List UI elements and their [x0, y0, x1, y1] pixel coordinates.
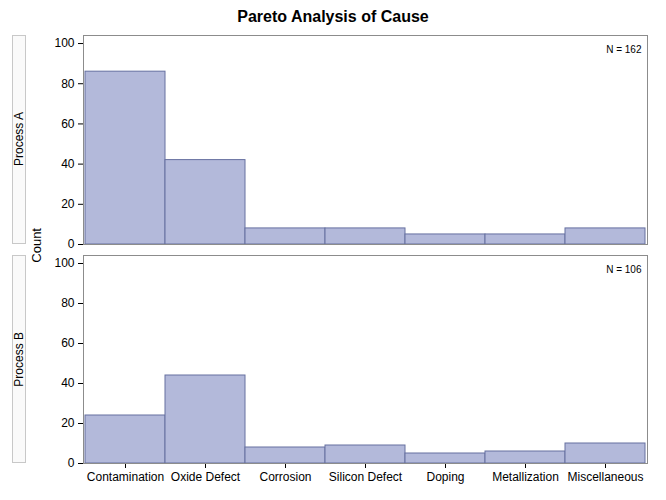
svg-text:Oxide Defect: Oxide Defect [171, 470, 241, 484]
svg-text:N = 162: N = 162 [606, 44, 642, 55]
html-text:Process A: Process A [12, 112, 26, 167]
svg-text:0: 0 [68, 456, 75, 470]
svg-text:0: 0 [68, 237, 75, 250]
svg-text:100: 100 [54, 36, 74, 50]
svg-text:60: 60 [61, 336, 75, 350]
svg-text:Miscellaneous: Miscellaneous [567, 470, 643, 484]
svg-text:60: 60 [61, 117, 75, 131]
svg-text:20: 20 [61, 416, 75, 430]
svg-text:Metallization: Metallization [492, 470, 559, 484]
html-text:Count: Count [28, 227, 44, 263]
svg-text:80: 80 [61, 296, 75, 310]
svg-text:Contamination: Contamination [87, 470, 164, 484]
svg-text:40: 40 [61, 157, 75, 171]
html-text:Process B: Process B [12, 331, 26, 387]
svg-text:Silicon Defect: Silicon Defect [329, 470, 403, 484]
svg-text:80: 80 [61, 77, 75, 91]
svg-text:N = 106: N = 106 [606, 264, 642, 275]
html-text:Pareto Analysis of Cause: Pareto Analysis of Cause [237, 8, 429, 25]
svg-text:40: 40 [61, 376, 75, 390]
svg-text:Doping: Doping [426, 470, 464, 484]
svg-text:Corrosion: Corrosion [259, 470, 311, 484]
svg-text:20: 20 [61, 197, 75, 211]
svg-text:100: 100 [54, 256, 74, 270]
